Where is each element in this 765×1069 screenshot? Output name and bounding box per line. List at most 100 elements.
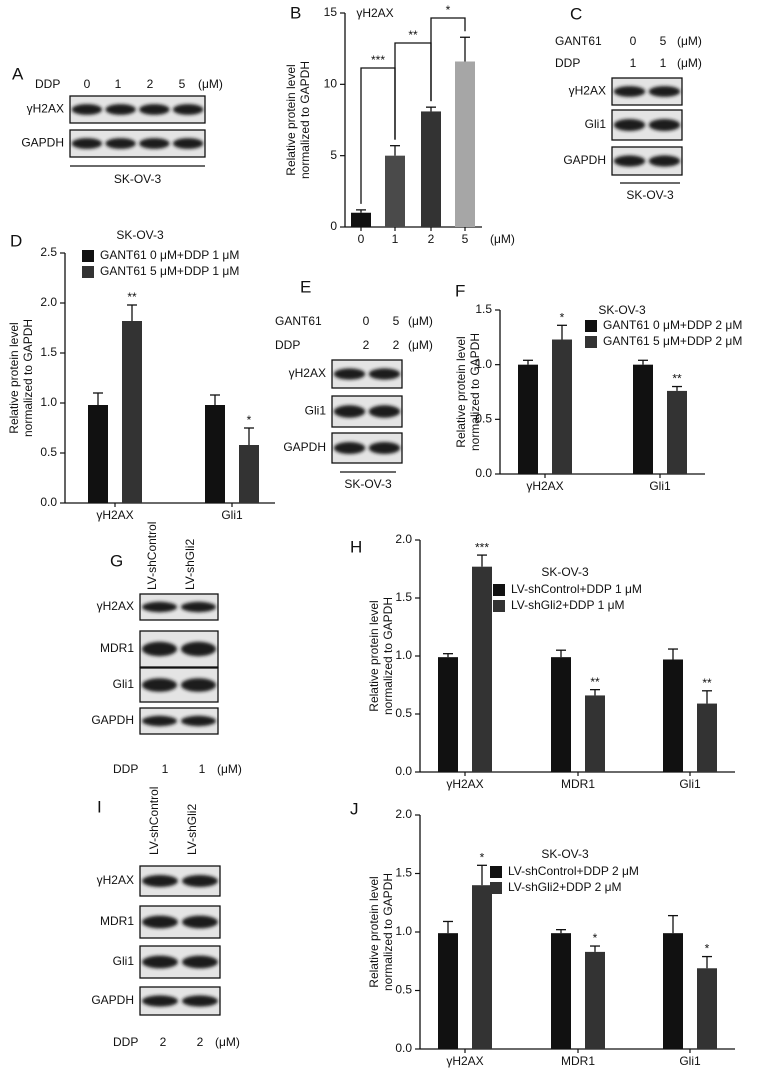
lane-value: 5 [660,34,667,48]
error-bar [390,145,400,156]
bar [551,933,571,1049]
blot-band [368,368,401,380]
significance: * [705,942,710,956]
bar [667,390,687,474]
bar [438,933,458,1049]
y-tick-label: 2.0 [395,532,412,546]
error-bar [93,392,103,405]
lane-value: 1 [115,77,122,91]
lane-value: 5 [179,77,186,91]
x-tick-label: Gli1 [679,777,701,791]
error-bar [590,945,600,952]
legend-label: GANT61 0 μM+DDP 1 μM [100,248,239,262]
condition-unit: (μM) [677,34,702,48]
bar [663,933,683,1049]
panel-letter: J [350,799,359,818]
legend-label: GANT61 5 μM+DDP 2 μM [603,334,742,348]
significance: * [560,310,565,324]
bar [472,566,492,772]
error-bar [556,929,566,934]
bar [122,321,142,503]
blot-band [141,641,178,657]
significance-bracket [430,17,466,102]
y-tick-label: 0.0 [395,764,412,778]
blot-band [182,915,218,929]
y-tick-label: 0.5 [475,412,492,426]
condition-unit: (μM) [677,56,702,70]
cell-line: SK-OV-3 [344,477,392,491]
lane-label: LV-shControl [145,522,159,590]
y-tick-label: 0 [330,219,337,233]
error-bar [668,648,678,660]
lane-value: 2 [363,338,370,352]
y-axis-label: Relative protein level [7,322,21,433]
bar [518,364,538,474]
legend-swatch [82,250,94,262]
y-axis-label: normalized to GAPDH [298,61,312,179]
blot-band [180,641,217,657]
y-tick-label: 1.0 [475,357,492,371]
y-tick-label: 0.5 [395,706,412,720]
significance: *** [371,53,385,67]
x-unit: (μM) [490,232,515,246]
blot-band [368,405,401,418]
condition-label: GANT61 [555,34,602,48]
blot-band [141,601,178,613]
lane-label: LV-shGli2 [185,804,199,855]
blot-band [180,678,217,692]
error-bar [668,914,678,934]
y-axis-label: normalized to GAPDH [468,333,482,451]
y-tick-label: 0.5 [395,983,412,997]
blot-band [139,104,170,115]
y-axis-label: normalized to GAPDH [381,597,395,715]
blot-band [139,138,170,149]
cell-line: SK-OV-3 [626,188,674,202]
error-bar [702,690,712,704]
legend-label: LV-shControl+DDP 2 μM [508,864,639,878]
significance: * [593,931,598,945]
condition-label: DDP [113,762,138,776]
lane-value: 2 [197,1035,204,1049]
y-tick-label: 0.0 [475,466,492,480]
y-tick-label: 2.5 [40,245,57,259]
row-label: Gli1 [113,954,135,968]
legend-label: GANT61 0 μM+DDP 2 μM [603,318,742,332]
x-tick-label: γH2AX [96,508,133,522]
condition-unit: (μM) [408,338,433,352]
bar [205,405,225,503]
x-tick-label: 5 [462,232,469,246]
blot-band [613,119,646,131]
error-bar [672,385,682,391]
error-bar [477,554,487,567]
lane-value: 0 [363,314,370,328]
error-bar [244,427,254,445]
legend-swatch [585,336,597,348]
blot-band [105,138,136,149]
x-tick-label: γH2AX [526,479,563,493]
row-label: GAPDH [21,136,64,150]
blot-band [172,138,204,149]
blot-band [71,104,103,115]
legend-label: LV-shControl+DDP 1 μM [511,582,642,596]
chart-title: SK-OV-3 [598,303,646,317]
cell-line: SK-OV-3 [114,172,162,186]
significance: ** [408,28,418,42]
row-label: GAPDH [91,993,134,1007]
lane-label: LV-shGli2 [183,539,197,590]
error-bar [638,359,648,365]
y-tick-label: 0.0 [395,1041,412,1055]
bar [438,657,458,772]
error-bar [210,394,220,405]
condition-label: DDP [35,77,60,91]
y-tick-label: 1.0 [40,395,57,409]
significance: *** [475,540,489,554]
blot-band [172,104,204,115]
error-bar [590,688,600,696]
condition-label: DDP [113,1035,138,1049]
blot-band [182,875,218,887]
x-tick-label: Gli1 [679,1054,701,1068]
lane-value: 2 [393,338,400,352]
significance: * [480,850,485,864]
chart-title: γH2AX [356,6,393,20]
bar [552,339,572,474]
